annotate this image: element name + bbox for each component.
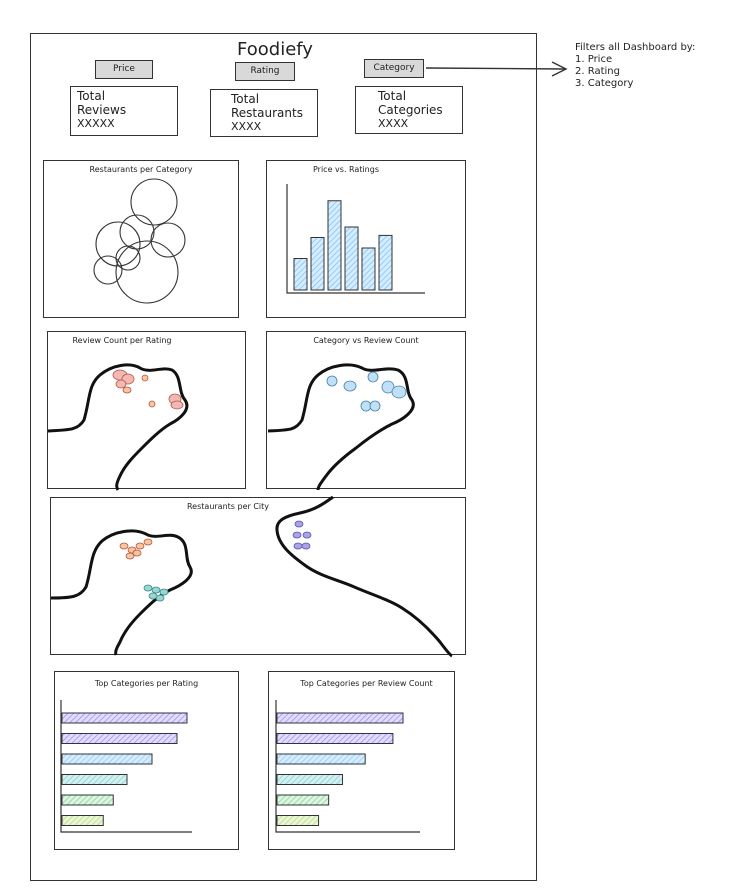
bar (344, 226, 359, 291)
map-point (143, 538, 153, 546)
restaurants-per-city-panel[interactable] (50, 497, 466, 655)
bar (310, 237, 325, 291)
panel-title: Restaurants per Category (89, 165, 193, 174)
note-item: 3. Category (575, 78, 634, 89)
bar (361, 247, 376, 291)
map-point (119, 542, 129, 550)
note-heading: Filters all Dashboard by: (575, 42, 696, 53)
kpi-label: Total (77, 89, 106, 103)
note-item: 2. Rating (575, 66, 620, 77)
map-point (115, 379, 127, 389)
price-filter-button[interactable]: Price (95, 60, 153, 79)
axis (286, 184, 425, 294)
panel-title: Top Categories per Rating (94, 679, 199, 688)
bar (276, 815, 320, 826)
bubble (119, 214, 155, 250)
bubble (95, 221, 141, 267)
bar (276, 712, 404, 724)
map-point (381, 380, 395, 394)
app-title: Foodiefy (237, 39, 313, 60)
total-reviews-card: Total Reviews XXXXX (70, 86, 178, 136)
bar (61, 774, 128, 785)
bubble (93, 255, 123, 285)
category-vs-review-count-panel[interactable] (266, 331, 466, 489)
dashboard-frame (30, 33, 537, 881)
map-point (143, 584, 153, 592)
kpi-value: XXXX (378, 117, 409, 130)
panel-title: Price vs. Ratings (312, 165, 379, 174)
bubble (115, 240, 179, 304)
panel-title: Top Categories per Review Count (300, 679, 433, 688)
bar (276, 794, 330, 806)
category-filter-button[interactable]: Category (364, 59, 424, 78)
panel-title: Category vs Review Count (313, 336, 419, 345)
map-point (148, 400, 156, 408)
top-categories-review-panel[interactable] (268, 671, 455, 850)
map-point (159, 588, 169, 596)
filter-note: Filters all Dashboard by: 1. Price 2. Ra… (575, 42, 695, 90)
kpi-label: Restaurants (231, 106, 303, 120)
map-point (132, 549, 142, 557)
bar (61, 753, 153, 765)
bar (293, 258, 308, 291)
map-point (135, 542, 145, 550)
map-point (151, 586, 161, 594)
map-point (369, 400, 381, 412)
kpi-label: Total (231, 92, 260, 106)
bar (61, 733, 178, 744)
axis (60, 700, 192, 833)
note-item: 1. Price (575, 54, 613, 65)
rating-filter-button[interactable]: Rating (235, 62, 295, 81)
bar (327, 200, 342, 291)
kpi-label: Total (378, 89, 407, 103)
kpi-label: Categories (378, 103, 443, 117)
review-count-per-rating-panel[interactable] (47, 331, 246, 489)
kpi-label: Reviews (77, 103, 127, 117)
kpi-value: XXXXX (77, 117, 115, 130)
bar (276, 774, 344, 785)
map-point (141, 374, 149, 382)
map-point (125, 552, 135, 560)
axis (275, 700, 420, 833)
map-point (343, 380, 357, 392)
map-point (292, 531, 302, 539)
total-restaurants-card: Total Restaurants XXXX (210, 89, 318, 137)
map-point (326, 375, 338, 387)
map-point (367, 371, 379, 383)
bar (61, 815, 104, 826)
map-point (122, 386, 132, 394)
map-point (294, 520, 304, 528)
map-point (301, 542, 311, 550)
bar (61, 794, 114, 806)
map-outline (275, 495, 453, 658)
map-outline (50, 529, 193, 656)
bar (276, 753, 366, 765)
bubble (130, 178, 178, 226)
map-outline (267, 363, 415, 491)
map-outline (47, 363, 189, 491)
bar (276, 733, 394, 744)
bubble (150, 222, 186, 258)
bar (61, 712, 188, 724)
map-point (302, 531, 312, 539)
total-categories-card: Total Categories XXXX (355, 86, 463, 134)
top-categories-rating-panel[interactable] (54, 671, 239, 850)
panel-title: Restaurants per City (186, 502, 270, 511)
restaurants-per-category-panel[interactable] (43, 160, 239, 318)
map-point (148, 592, 158, 600)
bubble (115, 245, 141, 271)
panel-title: Review Count per Rating (72, 336, 172, 345)
price-vs-ratings-panel[interactable] (266, 160, 466, 318)
map-point (391, 385, 407, 399)
kpi-value: XXXX (231, 120, 262, 133)
bar (378, 234, 393, 291)
map-point (170, 400, 184, 410)
